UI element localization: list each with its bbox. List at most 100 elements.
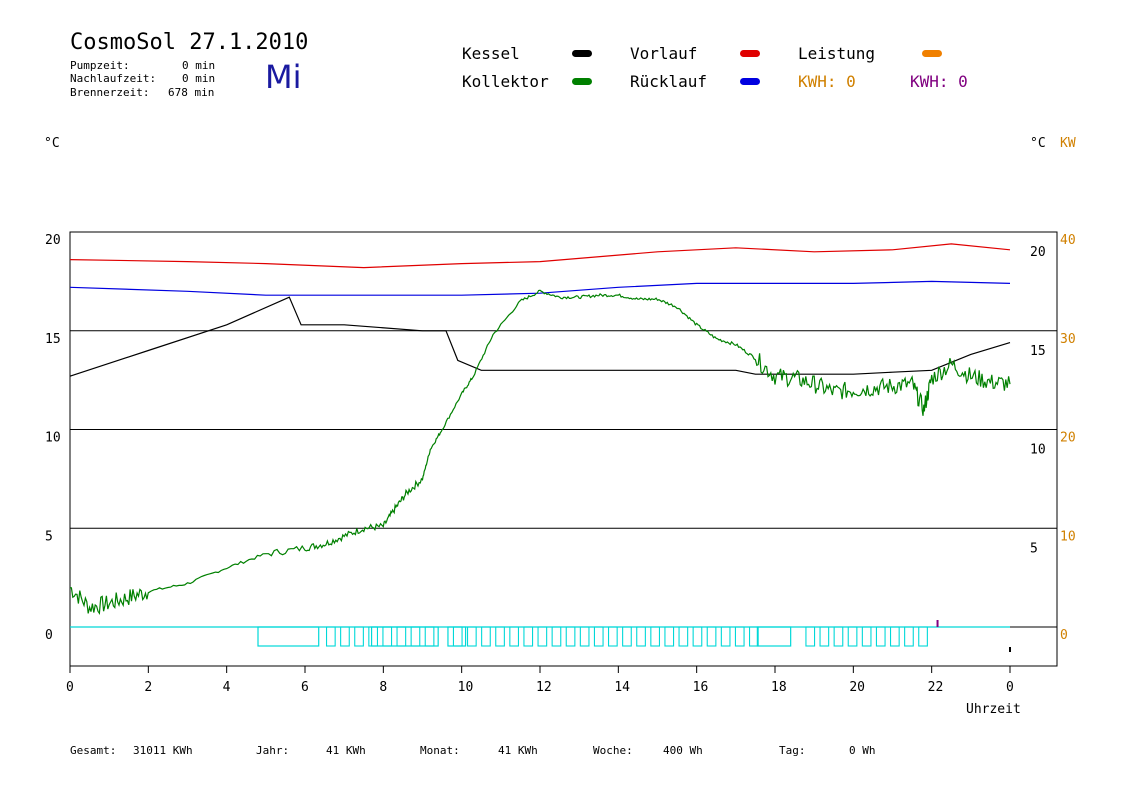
pump-pulse xyxy=(509,626,520,647)
x-tick-label: 18 xyxy=(771,680,787,695)
chart-title: CosmoSol 27.1.2010 xyxy=(70,30,309,55)
pump-pulse xyxy=(551,626,562,647)
pump-pulse xyxy=(410,626,421,647)
y-tick-label-right: 15 xyxy=(1030,344,1046,359)
pump-pulse xyxy=(452,626,463,647)
pump-time-value: 0 min xyxy=(182,59,216,72)
x-tick-label: 0 xyxy=(66,680,74,695)
legend-kollektor-swatch xyxy=(572,78,592,85)
pump-pulse xyxy=(678,626,689,647)
legend-kessel-swatch xyxy=(572,50,592,57)
pump-pulse xyxy=(692,626,703,647)
pump-pulse xyxy=(593,626,604,647)
pump-pulse xyxy=(805,626,816,647)
pump-pulse xyxy=(579,626,590,647)
pump-pulse xyxy=(664,626,675,647)
y-tick-label-kw: 20 xyxy=(1060,431,1076,446)
pump-pulse xyxy=(354,626,364,647)
series-line-kessel xyxy=(69,296,1011,377)
pump-pulse xyxy=(833,626,844,647)
pump-pulse xyxy=(466,626,477,647)
y-tick-label-right: 10 xyxy=(1030,443,1046,458)
pump-pulse xyxy=(340,626,350,647)
x-tick-label: 6 xyxy=(301,680,309,695)
pump-pulse xyxy=(523,626,534,647)
pump-pulse xyxy=(396,626,407,647)
pump-pulse xyxy=(819,626,830,647)
x-tick-label: 16 xyxy=(693,680,709,695)
pump-block xyxy=(257,626,320,647)
pump-block xyxy=(370,626,439,647)
pump-pulse xyxy=(734,626,745,647)
pump-pulse xyxy=(875,626,886,647)
pump-pulse xyxy=(424,626,435,647)
pump-pulse xyxy=(889,626,900,647)
x-tick-label: 20 xyxy=(849,680,865,695)
pump-pulse xyxy=(622,626,632,647)
y-tick-label-left: 10 xyxy=(45,431,61,446)
week-label: Woche: xyxy=(593,744,633,757)
pump-pulse xyxy=(650,626,661,647)
x-tick-label: 12 xyxy=(536,680,552,695)
pump-pulse xyxy=(368,626,379,647)
pump-pulse xyxy=(706,626,717,647)
chart-ticks: 20 15 10 5 0 20 15 10 5 40 30 20 10 0 0 2 4 6 8 10 12 14 16 18 2… xyxy=(45,233,1076,695)
plot-frame xyxy=(69,231,1058,667)
y-tick-label-kw: 0 xyxy=(1060,628,1068,643)
x-tick-label: 10 xyxy=(458,680,474,695)
total-label: Gesamt: xyxy=(70,744,117,757)
right-unit-label: °C xyxy=(1030,136,1046,151)
legend-vorlauf-label: Vorlauf xyxy=(630,44,698,63)
pump-time-label: Pumpzeit: xyxy=(70,59,130,72)
nachlauf-time-label: Nachlaufzeit: xyxy=(70,72,157,85)
left-unit-label: °C xyxy=(44,136,60,151)
month-label: Monat: xyxy=(420,744,460,757)
legend-kwh-value-2: KWH: 0 xyxy=(910,72,968,91)
legend-leistung-swatch xyxy=(922,50,942,57)
y-tick-label-kw: 30 xyxy=(1060,332,1076,347)
weekday-label: Mi xyxy=(265,58,302,96)
pump-block xyxy=(447,626,467,647)
x-tick-label: 2 xyxy=(144,680,152,695)
legend-kollektor-label: Kollektor xyxy=(462,72,549,91)
pump-pulse xyxy=(481,626,491,647)
y-tick-label-left: 15 xyxy=(45,332,61,347)
legend-kessel-label: Kessel xyxy=(462,44,520,63)
y-tick-label-left: 0 xyxy=(45,628,53,643)
right-unit-kw-label: KW xyxy=(1060,136,1076,151)
legend-kwh-value-1: KWH: 0 xyxy=(798,72,856,91)
pump-pulse xyxy=(565,626,576,647)
y-tick-label-right: 5 xyxy=(1030,541,1038,556)
series-line-rücklauf xyxy=(69,280,1011,296)
y-tick-label-left: 5 xyxy=(45,529,53,544)
y-tick-label-left: 20 xyxy=(45,233,61,248)
pump-pulse xyxy=(382,626,393,647)
pump-pulse xyxy=(495,626,505,647)
x-tick-label: 22 xyxy=(928,680,944,695)
x-axis-label: Uhrzeit xyxy=(966,702,1021,717)
day-total-value: 0 Wh xyxy=(849,744,876,757)
x-tick-label: 4 xyxy=(223,680,231,695)
legend-ruecklauf-swatch xyxy=(740,78,760,85)
day-total-label: Tag: xyxy=(779,744,806,757)
nachlauf-time-value: 0 min xyxy=(182,72,216,85)
pump-pulse xyxy=(636,626,646,647)
pump-pulse xyxy=(847,626,858,647)
year-label: Jahr: xyxy=(256,744,290,757)
legend-vorlauf-swatch xyxy=(740,50,760,57)
pump-pulse xyxy=(861,626,872,647)
y-tick-label-kw: 10 xyxy=(1060,529,1076,544)
pump-pulse xyxy=(904,626,914,647)
week-value: 400 Wh xyxy=(663,744,703,757)
pump-pulse xyxy=(748,626,759,647)
y-tick-label-kw: 40 xyxy=(1060,233,1076,248)
year-value: 41 KWh xyxy=(326,744,366,757)
pump-pulse xyxy=(537,626,548,647)
burner-time-value: 678 min xyxy=(168,86,215,99)
legend-leistung-label: Leistung xyxy=(798,44,876,63)
pump-pulse xyxy=(325,626,336,647)
y-tick-label-right: 20 xyxy=(1030,245,1046,260)
pump-block xyxy=(756,626,792,647)
x-tick-label: 8 xyxy=(379,680,387,695)
